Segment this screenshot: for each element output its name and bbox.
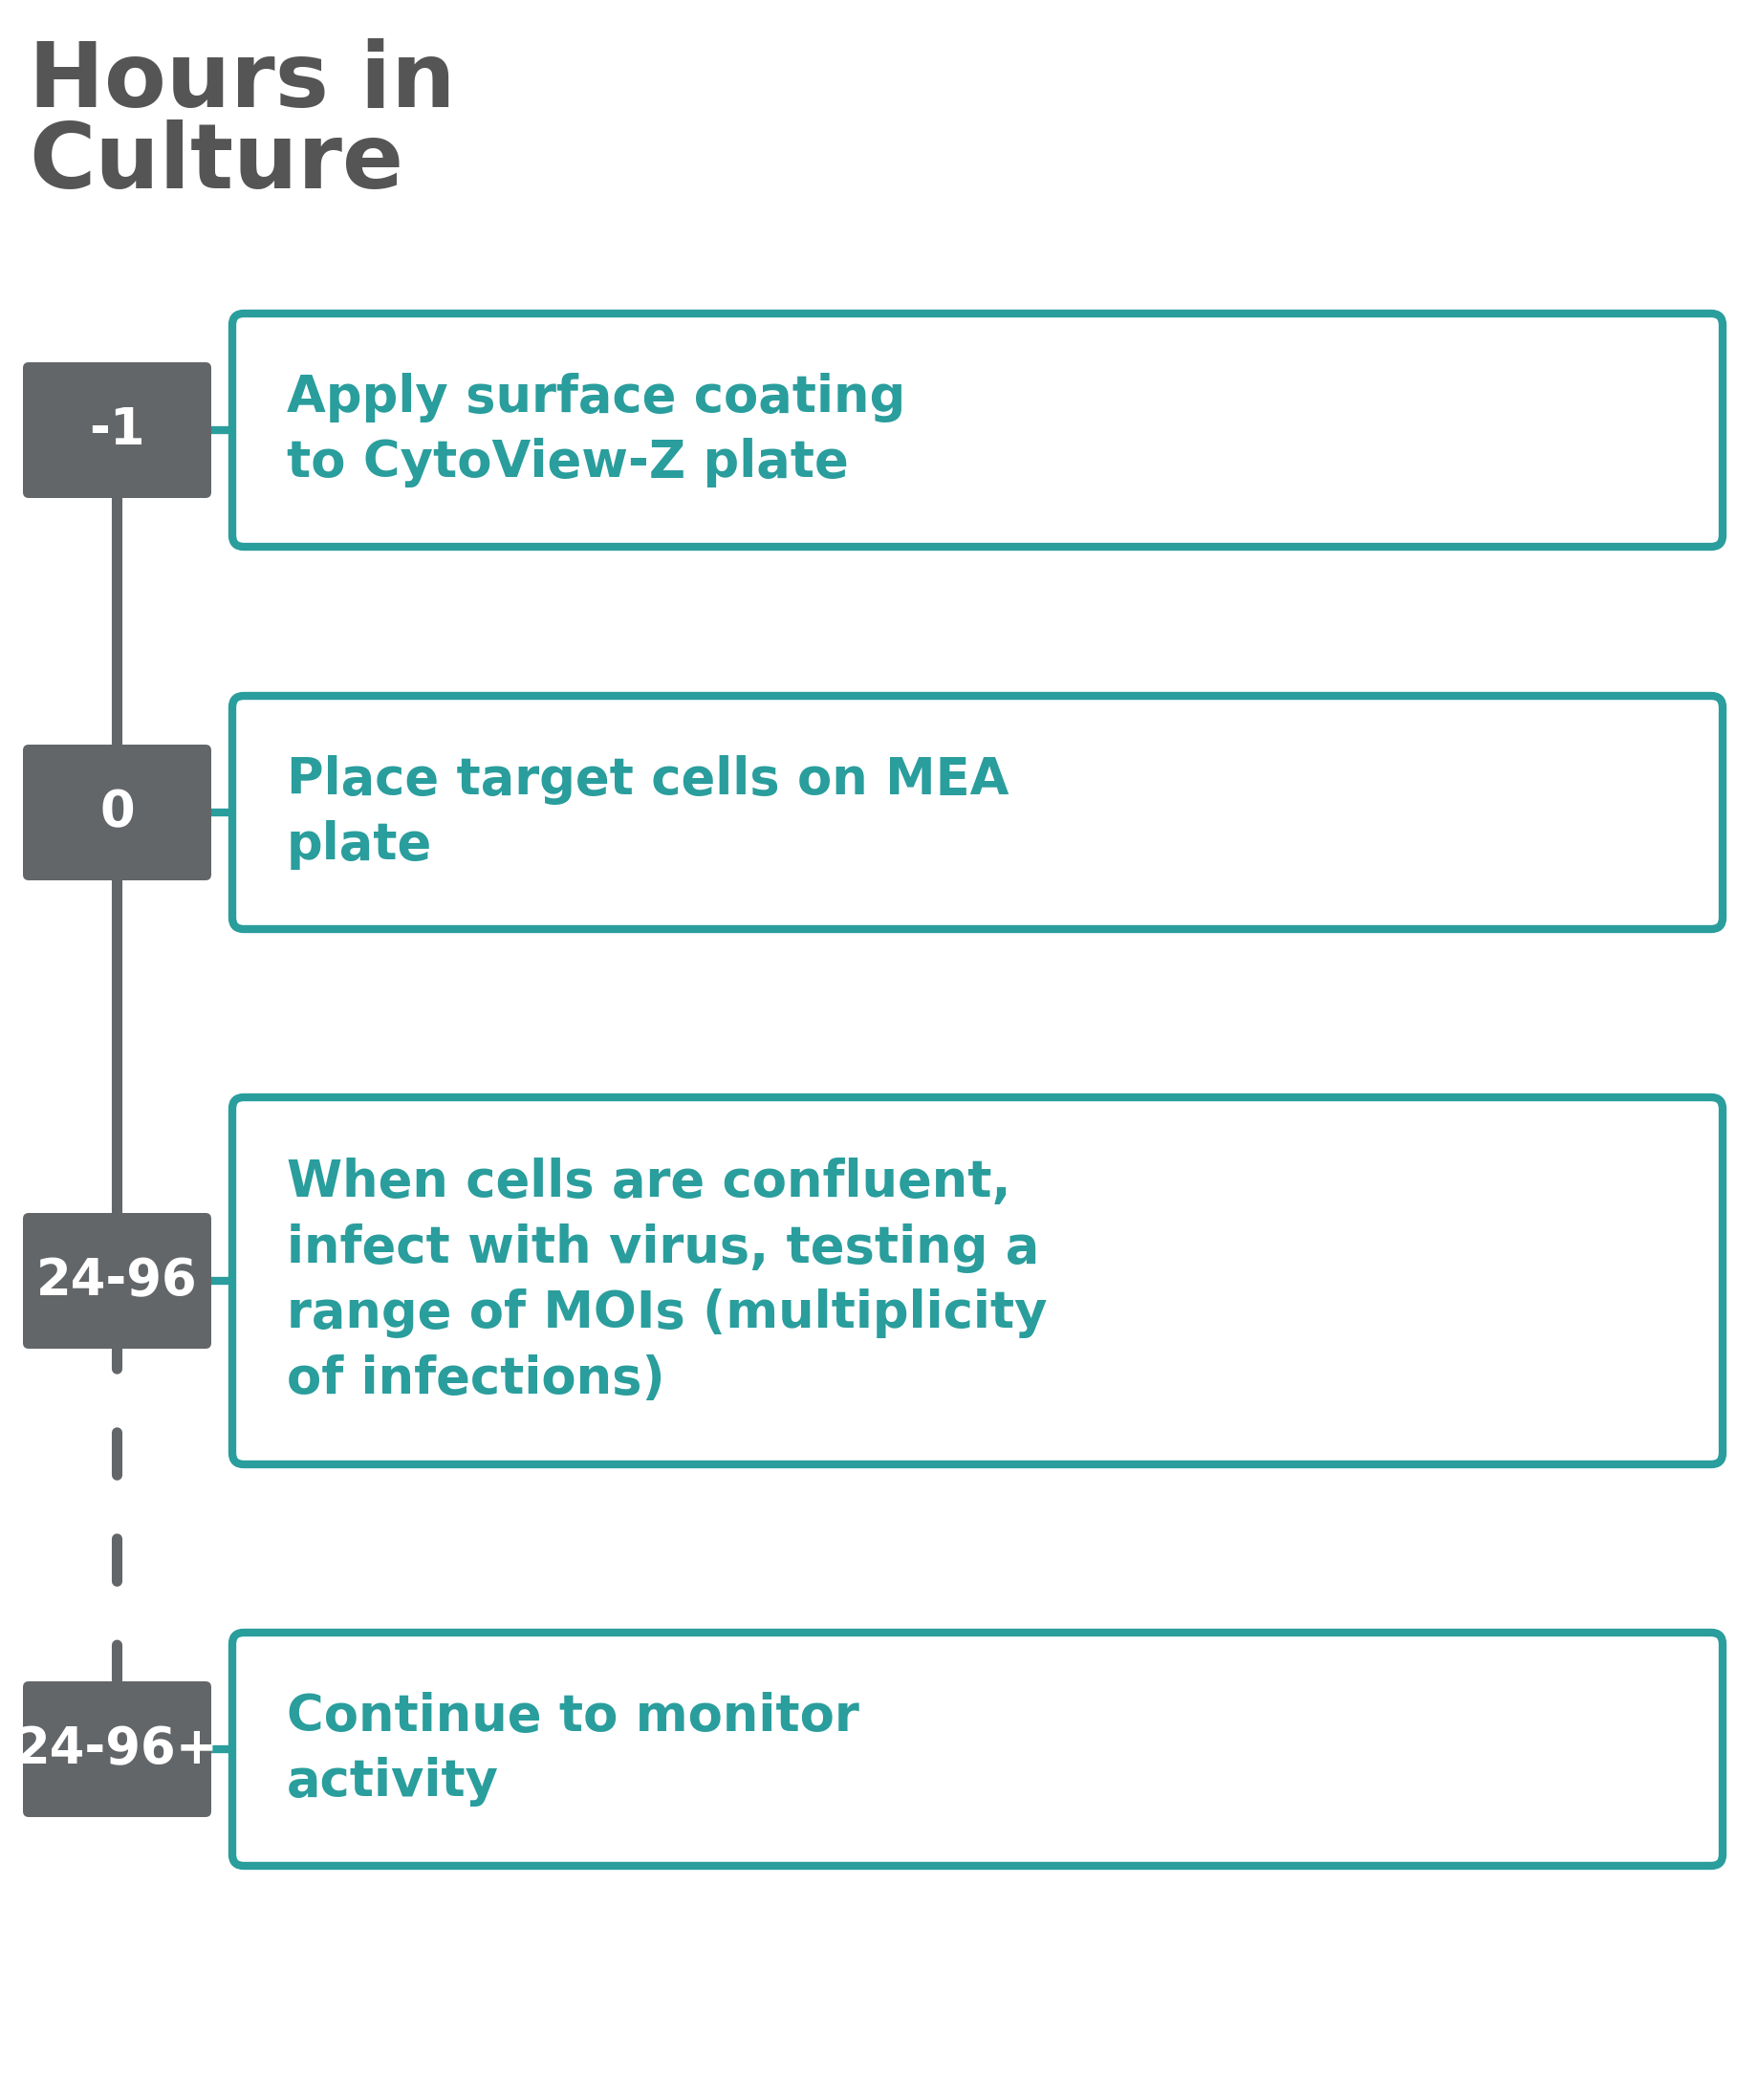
Text: Apply surface coating
to CytoView-Z plate: Apply surface coating to CytoView-Z plat…	[287, 372, 905, 487]
Text: 24-96+: 24-96+	[16, 1724, 218, 1774]
FancyBboxPatch shape	[232, 695, 1721, 928]
Text: -1: -1	[90, 405, 146, 456]
FancyBboxPatch shape	[23, 1214, 211, 1348]
FancyBboxPatch shape	[23, 363, 211, 498]
FancyBboxPatch shape	[232, 1632, 1721, 1865]
FancyBboxPatch shape	[232, 1098, 1721, 1464]
FancyBboxPatch shape	[232, 313, 1721, 546]
Text: 24-96: 24-96	[37, 1256, 197, 1306]
Text: When cells are confluent,
infect with virus, testing a
range of MOIs (multiplici: When cells are confluent, infect with vi…	[287, 1157, 1046, 1403]
Text: Culture: Culture	[28, 120, 403, 208]
Text: Place target cells on MEA
plate: Place target cells on MEA plate	[287, 754, 1009, 869]
Text: 0: 0	[100, 788, 135, 838]
Text: Hours in: Hours in	[28, 38, 455, 126]
FancyBboxPatch shape	[23, 1682, 211, 1816]
Text: Continue to monitor
activity: Continue to monitor activity	[287, 1693, 858, 1806]
FancyBboxPatch shape	[23, 746, 211, 880]
